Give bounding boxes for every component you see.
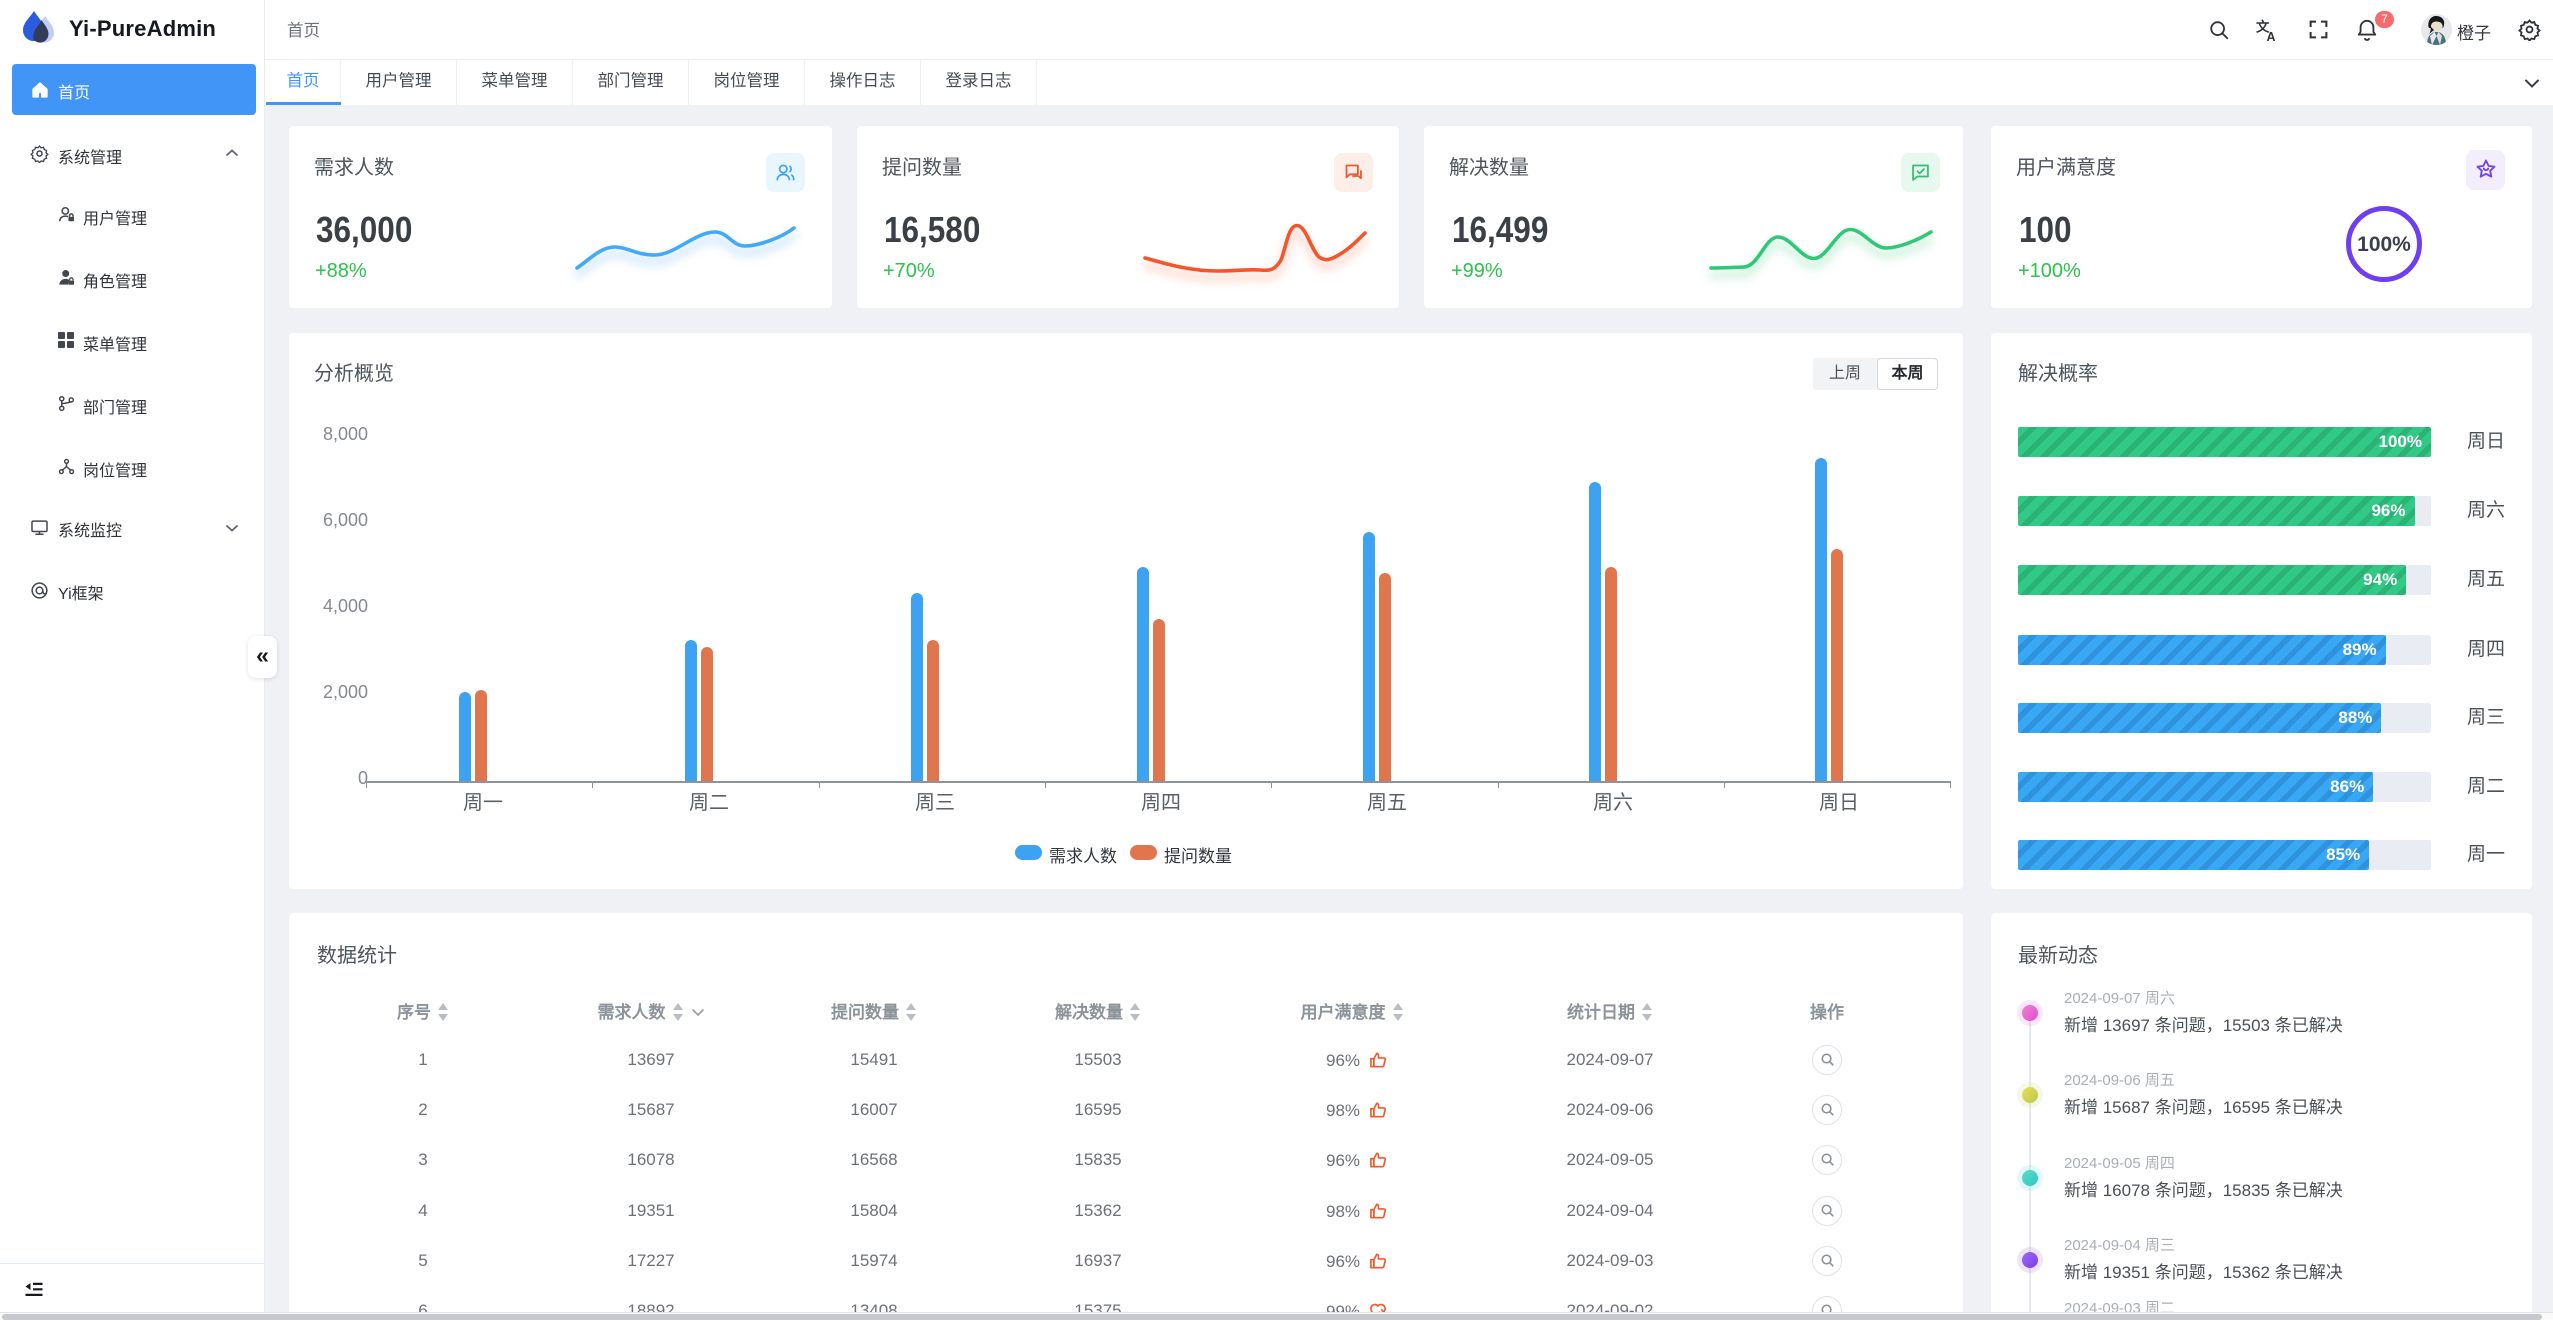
svg-text:文: 文 — [2256, 19, 2270, 34]
svg-text:A: A — [2267, 30, 2276, 42]
